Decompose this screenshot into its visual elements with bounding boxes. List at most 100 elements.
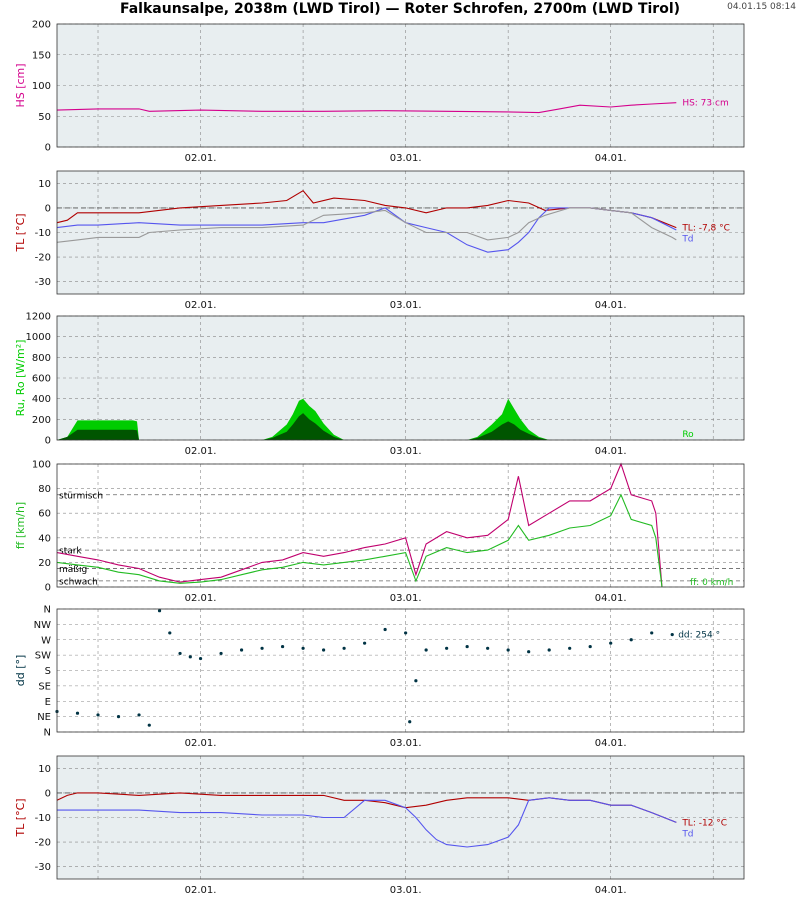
series-line-tl-alt-: [56, 207, 677, 243]
y-axis-label: ff [km/h]: [14, 502, 27, 549]
x-tick-label: 04.01.: [595, 885, 627, 896]
data-point: [650, 631, 654, 635]
data-point: [96, 713, 100, 717]
y-tick-label: -10: [35, 228, 51, 239]
x-tick-label: 03.01.: [390, 593, 422, 604]
y-tick-label: 0: [45, 203, 51, 214]
plot-frame: [56, 463, 745, 588]
threshold-label: schwach: [59, 577, 98, 587]
x-tick-label: 03.01.: [390, 300, 422, 311]
y-tick-label: 20: [38, 558, 51, 569]
y-tick-label: S: [45, 666, 51, 677]
data-point: [609, 641, 613, 645]
x-tick-label: 03.01.: [390, 446, 422, 457]
series-label: dd: 254 °: [678, 631, 720, 641]
y-tick-label: 200: [32, 415, 51, 426]
x-tick-label: 04.01.: [595, 738, 627, 749]
y-tick-label: SW: [35, 651, 51, 662]
plot-frame: [56, 755, 745, 880]
data-point: [383, 627, 387, 632]
x-tick-label: 02.01.: [185, 300, 217, 311]
data-point: [445, 646, 449, 650]
data-point: [465, 644, 469, 649]
series-label: ff: 0 km/h: [690, 578, 733, 588]
x-tick-label: 02.01.: [185, 593, 217, 604]
panel-radiation: 0 200 400 600 800 1000 1200 02.01. 03.01. 04.01. R…: [14, 312, 745, 457]
data-point: [404, 631, 408, 635]
x-tick-label: 04.01.: [595, 153, 627, 164]
plot-area: [57, 464, 744, 587]
data-point: [219, 651, 223, 656]
x-tick-label: 02.01.: [185, 446, 217, 457]
y-tick-label: N: [44, 605, 51, 616]
area-ru: [57, 413, 677, 440]
y-tick-label: W: [41, 635, 51, 646]
area-ro: [57, 398, 677, 440]
y-tick-label: E: [45, 697, 51, 708]
x-tick-label: 02.01.: [185, 153, 217, 164]
data-point: [280, 644, 285, 649]
series-label: Td: [681, 829, 693, 839]
y-tick-label: 200: [32, 20, 51, 31]
chart-title: Falkaunsalpe, 2038m (LWD Tirol) — Roter …: [119, 1, 681, 17]
y-tick-label: N: [44, 728, 51, 739]
y-tick-label: 1000: [26, 332, 51, 343]
series-label: Ro: [682, 430, 694, 440]
x-tick-label: 04.01.: [595, 593, 627, 604]
series-line-ff: [56, 493, 663, 588]
series-label: TL: -12 °C: [681, 818, 727, 828]
data-point: [588, 644, 592, 649]
data-point: [670, 633, 674, 637]
y-tick-label: -20: [35, 253, 51, 264]
x-tick-label: 03.01.: [390, 153, 422, 164]
y-tick-label: SE: [38, 681, 51, 692]
threshold-label: stark: [59, 547, 82, 557]
data-point: [157, 609, 162, 613]
y-tick-label: 150: [32, 50, 51, 61]
data-point: [116, 715, 121, 719]
series-line-hs: [56, 102, 677, 114]
y-tick-label: 10: [38, 179, 51, 190]
data-point: [363, 641, 367, 645]
y-tick-label: -10: [35, 813, 51, 824]
x-tick-label: 02.01.: [185, 885, 217, 896]
series-label: Td: [681, 235, 693, 245]
threshold-label: stürmisch: [59, 491, 103, 501]
y-tick-label: 40: [38, 533, 51, 544]
y-tick-label: 100: [32, 81, 51, 92]
y-tick-label: -30: [35, 862, 51, 873]
y-tick-label: 0: [45, 143, 51, 154]
threshold-label: mäßig: [59, 565, 87, 575]
panel-tl2: -30 -20 -10 0 10 02.01. 03.01. 04.01. TL: -12 °C…: [14, 755, 745, 896]
data-point: [486, 646, 490, 650]
data-point: [168, 631, 172, 635]
data-point: [342, 646, 346, 650]
y-tick-label: 0: [45, 436, 51, 447]
panel-wind_speed: 0 20 40 60 80 100 02.01. 03.01. 04.01. stürmisch s…: [14, 460, 745, 604]
y-tick-label: 60: [38, 509, 51, 520]
data-point: [301, 646, 305, 650]
data-point: [260, 646, 264, 650]
data-point: [414, 679, 418, 683]
y-axis-label: Ru, Ro [W/m²]: [14, 340, 27, 417]
y-axis-label: TL [°C]: [14, 798, 27, 837]
plot-frame: [56, 315, 745, 441]
data-point: [408, 720, 412, 724]
y-axis-label: TL [°C]: [14, 213, 27, 252]
series-label: TL: -7,8 °C: [681, 224, 730, 234]
y-tick-label: 100: [32, 460, 51, 471]
y-tick-label: -20: [35, 838, 51, 849]
x-tick-label: 04.01.: [595, 300, 627, 311]
data-point: [188, 655, 192, 659]
y-axis-label: HS [cm]: [14, 63, 27, 107]
y-tick-label: 0: [45, 583, 51, 594]
timestamp: 04.01.15 08:14: [727, 2, 796, 12]
data-point: [147, 723, 151, 727]
data-point: [239, 648, 244, 652]
y-tick-label: 0: [45, 788, 51, 799]
series-label: HS: 73 cm: [682, 99, 728, 109]
data-point: [527, 650, 531, 654]
x-tick-label: 03.01.: [390, 885, 422, 896]
y-tick-label: NE: [37, 712, 51, 723]
